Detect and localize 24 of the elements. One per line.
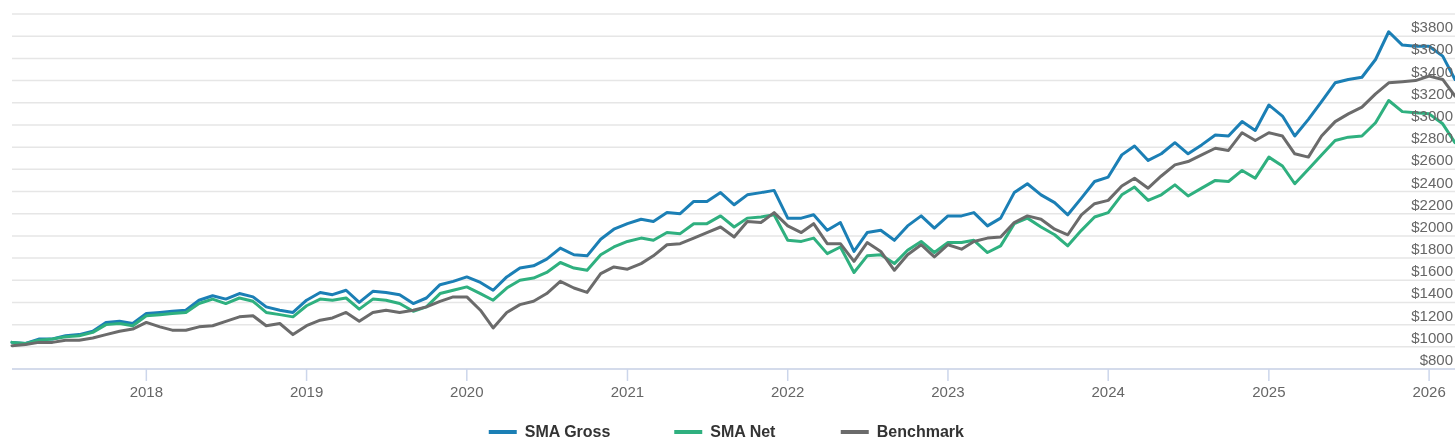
y-tick-label: $1000 — [1411, 328, 1453, 346]
x-tick-label: 2019 — [289, 383, 324, 400]
x-tick-label: 2026 — [1412, 383, 1446, 400]
y-tick-label: $2000 — [1411, 217, 1453, 235]
x-tick-label: 2022 — [771, 383, 805, 400]
y-tick-label: $1200 — [1411, 306, 1453, 324]
y-tick-label: $2600 — [1411, 151, 1453, 169]
y-tick-label: $2200 — [1411, 195, 1453, 213]
legend-label: SMA Gross — [524, 423, 611, 440]
y-tick-label: $3200 — [1411, 84, 1453, 102]
x-tick-label: 2020 — [450, 383, 484, 400]
x-tick-label: 2018 — [129, 383, 164, 400]
y-tick-label: $3800 — [1411, 18, 1453, 36]
legend-label: SMA Net — [710, 423, 777, 440]
y-tick-label: $800 — [1419, 351, 1453, 368]
legend-label: Benchmark — [876, 423, 964, 440]
x-tick-label: 2023 — [931, 383, 965, 400]
y-tick-label: $1800 — [1411, 240, 1453, 258]
y-tick-label: $1600 — [1411, 262, 1453, 280]
x-tick-label: 2024 — [1091, 383, 1125, 400]
y-tick-label: $1400 — [1411, 284, 1453, 302]
y-tick-label: $2400 — [1411, 173, 1453, 191]
x-tick-label: 2025 — [1252, 383, 1286, 400]
x-tick-label: 2021 — [610, 383, 645, 400]
